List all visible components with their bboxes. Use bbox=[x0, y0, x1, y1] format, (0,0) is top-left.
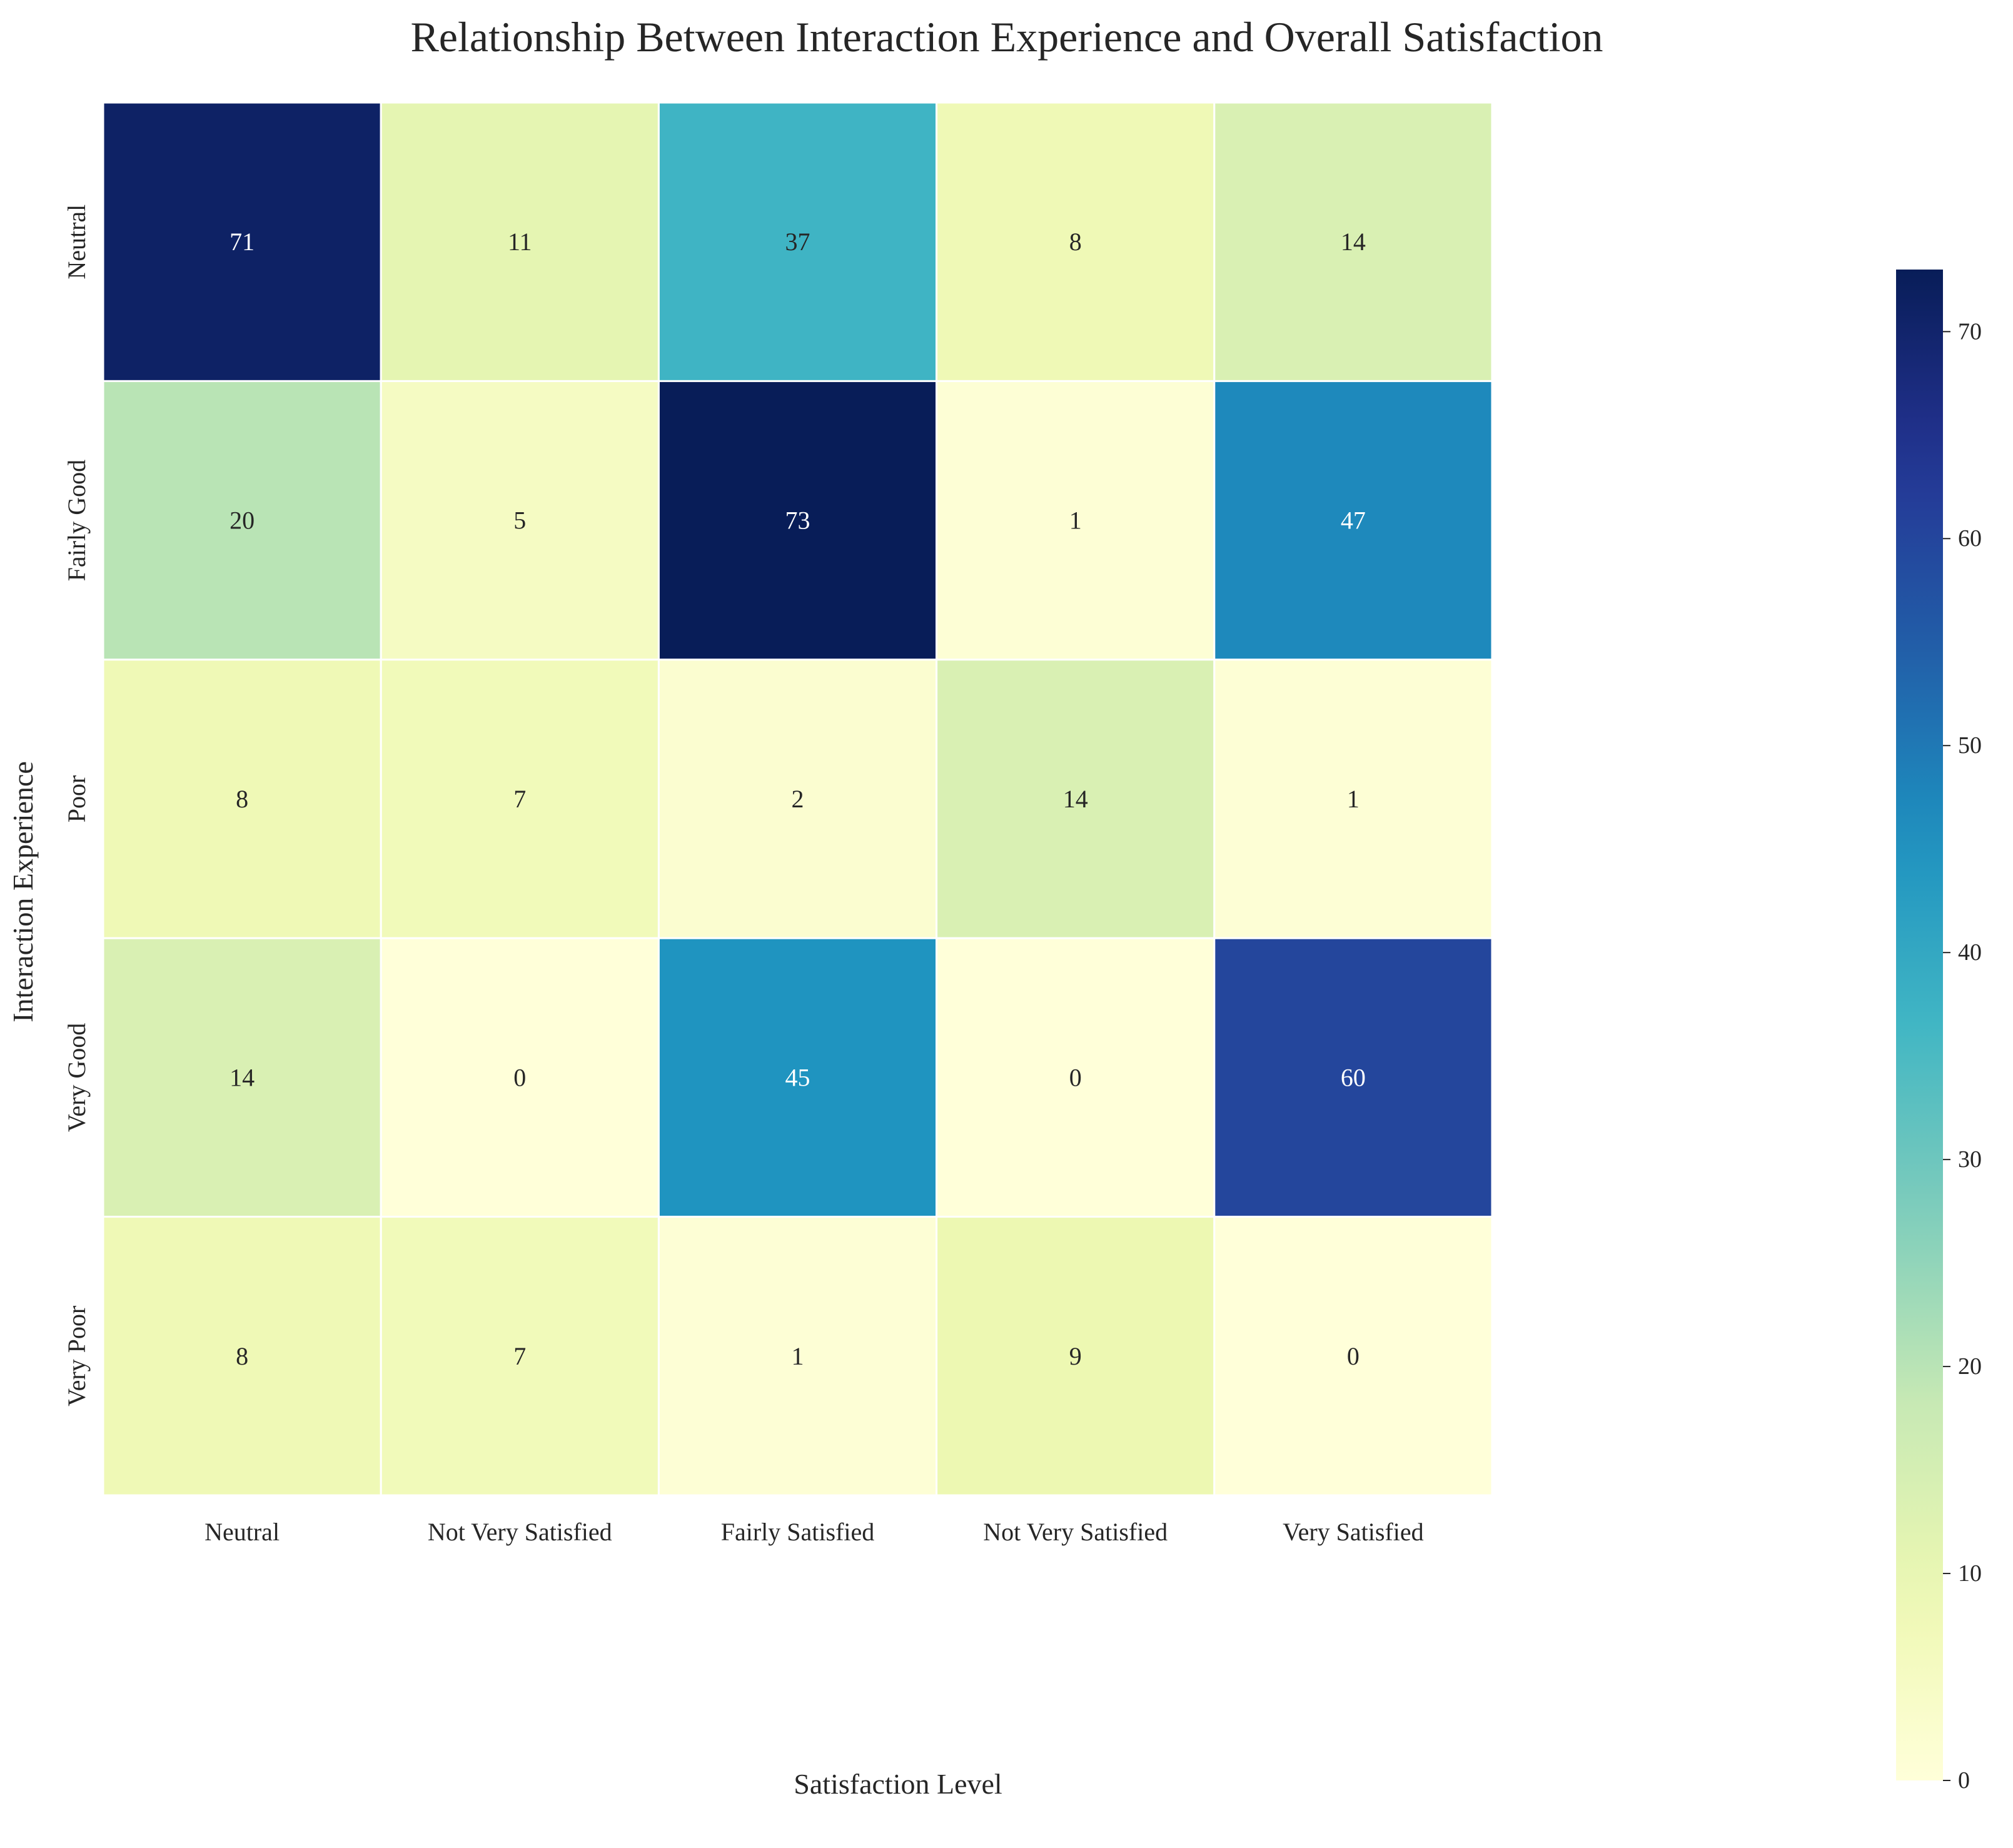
cell-value-label: 8 bbox=[236, 785, 248, 813]
cell-value-label: 8 bbox=[1069, 228, 1082, 256]
y-axis-tick-labels: Neutral Fairly Good Poor Very Good Very Poor bbox=[63, 204, 91, 1406]
x-tick-label: Not Very Satisfied bbox=[983, 1518, 1168, 1546]
colorbar-tick-label: 10 bbox=[1958, 1560, 1982, 1587]
cell-value-label: 1 bbox=[1347, 785, 1360, 813]
cell-value-label: 47 bbox=[1341, 507, 1366, 535]
cell-value-label: 71 bbox=[230, 228, 255, 256]
y-tick-label: Neutral bbox=[63, 204, 91, 280]
colorbar-tick-label: 70 bbox=[1958, 318, 1982, 345]
cell-value-label: 73 bbox=[785, 507, 810, 535]
cell-value-label: 1 bbox=[1069, 507, 1082, 535]
colorbar bbox=[1896, 270, 1943, 1780]
colorbar-tick-label: 0 bbox=[1958, 1767, 1970, 1794]
y-tick-label: Very Good bbox=[63, 1023, 91, 1132]
y-tick-label: Fairly Good bbox=[63, 460, 91, 581]
heatmap-cell bbox=[1213, 101, 1493, 382]
heatmap-cell bbox=[380, 937, 660, 1218]
colorbar-tick-label: 60 bbox=[1958, 525, 1982, 552]
cell-value-label: 20 bbox=[230, 507, 255, 535]
cell-value-label: 37 bbox=[785, 228, 810, 256]
y-tick-label: Very Poor bbox=[63, 1306, 91, 1406]
colorbar-tick-label: 20 bbox=[1958, 1353, 1982, 1380]
heatmap-cell bbox=[657, 101, 938, 382]
heatmap-cell bbox=[380, 659, 660, 939]
heatmap-cell bbox=[380, 1216, 660, 1497]
heatmap-cell bbox=[657, 1216, 938, 1497]
cell-value-label: 9 bbox=[1069, 1342, 1082, 1370]
cell-value-label: 7 bbox=[513, 1342, 526, 1370]
colorbar-tick-label: 40 bbox=[1958, 939, 1982, 966]
y-tick-label: Poor bbox=[63, 775, 91, 823]
heatmap-cell bbox=[102, 937, 382, 1218]
cell-value-label: 7 bbox=[513, 785, 526, 813]
heatmap-cell bbox=[380, 380, 660, 661]
heatmap-cell bbox=[1213, 380, 1493, 661]
cell-value-label: 14 bbox=[1341, 228, 1366, 256]
x-tick-label: Very Satisfied bbox=[1283, 1518, 1424, 1546]
colorbar-tick-label: 50 bbox=[1958, 732, 1982, 759]
cell-value-label: 14 bbox=[1063, 785, 1088, 813]
heatmap-cells bbox=[102, 101, 1493, 1497]
y-axis-label: Interaction Experience bbox=[7, 761, 39, 1022]
cell-value-label: 14 bbox=[230, 1063, 255, 1091]
heatmap-cell bbox=[657, 659, 938, 939]
chart-title: Relationship Between Interaction Experie… bbox=[410, 13, 1603, 61]
cell-value-label: 1 bbox=[792, 1342, 804, 1370]
cell-value-label: 2 bbox=[792, 785, 804, 813]
cell-value-label: 0 bbox=[513, 1063, 526, 1091]
heatmap-cell bbox=[102, 380, 382, 661]
x-tick-label: Fairly Satisfied bbox=[721, 1518, 875, 1546]
heatmap-cell bbox=[380, 101, 660, 382]
heatmap-cell bbox=[1213, 1216, 1493, 1497]
heatmap-cell bbox=[102, 1216, 382, 1497]
cell-value-label: 60 bbox=[1341, 1063, 1366, 1091]
heatmap-cell bbox=[936, 937, 1216, 1218]
x-tick-label: Neutral bbox=[204, 1518, 280, 1546]
cell-value-label: 11 bbox=[508, 228, 532, 256]
colorbar-tick-label: 30 bbox=[1958, 1146, 1982, 1173]
cell-value-label: 45 bbox=[785, 1063, 810, 1091]
cell-value-label: 0 bbox=[1347, 1342, 1360, 1370]
heatmap-cell bbox=[1213, 937, 1493, 1218]
heatmap-cell bbox=[657, 380, 938, 661]
cell-value-label: 8 bbox=[236, 1342, 248, 1370]
cell-value-label: 5 bbox=[513, 507, 526, 535]
colorbar-tick-labels: 0 10 20 30 40 50 60 70 bbox=[1943, 318, 1982, 1794]
x-axis-tick-labels: Neutral Not Very Satisfied Fairly Satisfie… bbox=[204, 1518, 1424, 1546]
x-axis-label: Satisfaction Level bbox=[794, 1768, 1002, 1800]
heatmap-cell bbox=[657, 937, 938, 1218]
heatmap-cell bbox=[936, 659, 1216, 939]
heatmap-cell bbox=[936, 101, 1216, 382]
cell-value-label: 0 bbox=[1069, 1063, 1082, 1091]
x-tick-label: Not Very Satisfied bbox=[428, 1518, 612, 1546]
heatmap-cell bbox=[102, 101, 382, 382]
heatmap-cell bbox=[1213, 659, 1493, 939]
